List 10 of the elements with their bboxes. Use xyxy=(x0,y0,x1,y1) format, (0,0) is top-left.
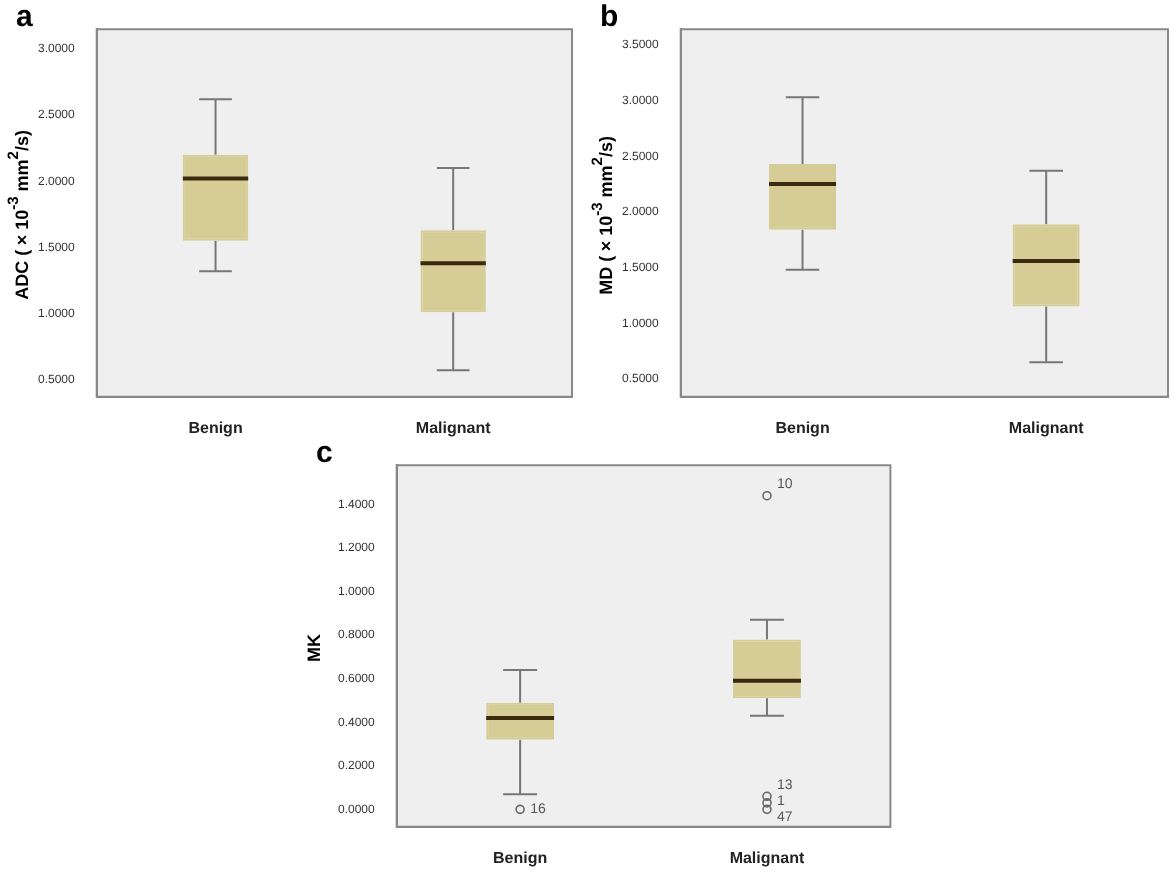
x-tick-label: Malignant xyxy=(1008,418,1085,437)
x-tick-label: Benign xyxy=(188,418,243,437)
chart-title: b xyxy=(600,0,619,34)
y-axis-title: MK xyxy=(304,633,324,661)
x-tick-label: Malignant xyxy=(729,848,805,867)
chart-title: c xyxy=(316,436,333,470)
x-tick-label: Benign xyxy=(493,848,548,867)
chart-title: a xyxy=(16,0,33,34)
x-tick-label: Benign xyxy=(775,418,830,437)
x-tick-label: Malignant xyxy=(415,418,492,437)
